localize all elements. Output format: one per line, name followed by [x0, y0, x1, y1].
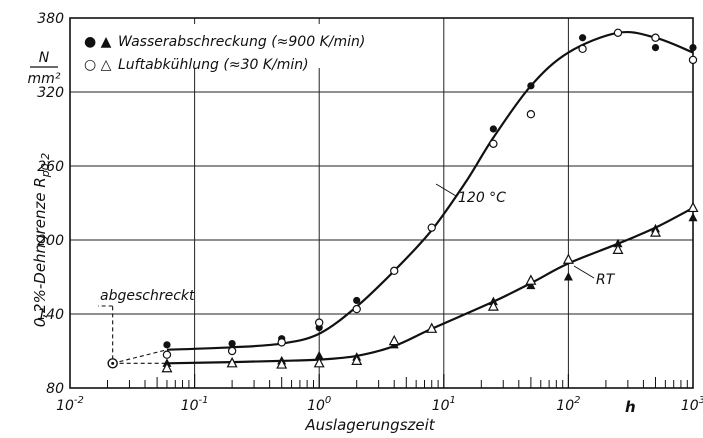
grid — [70, 18, 693, 388]
annotation-rt: RT — [596, 272, 616, 288]
point-filled-circle — [527, 82, 535, 90]
x-tick-labels: 10-2 10-1 100 101 102 103 — [56, 395, 703, 414]
x-tick-label: 103 — [681, 395, 703, 414]
point-open-circle — [277, 338, 286, 347]
point-filled-triangle — [563, 272, 573, 281]
annotation-120c: 120 °C — [458, 190, 506, 206]
y-axis-label-main: 0,2%-Dehngrenze R — [31, 177, 49, 327]
point-open-triangle — [313, 357, 325, 368]
y-axis-label: 0,2%-Dehngrenze Rp0,2 — [31, 153, 52, 328]
point-open-circle — [489, 139, 498, 148]
point-open-circle — [227, 346, 237, 356]
point-open-triangle — [687, 201, 699, 213]
point-filled-circle — [578, 34, 587, 42]
legend-symbols-1: ○ △ — [84, 57, 112, 73]
legend-label-1: Luftabkühlung (≈30 K/min) — [118, 57, 309, 73]
y-tick-label: 380 — [37, 11, 64, 27]
x-unit-label: h — [625, 398, 636, 416]
y-unit: N mm² — [28, 50, 61, 87]
point-open-circle — [651, 33, 660, 42]
y-tick-label: 140 — [37, 307, 64, 323]
point-open-circle — [427, 223, 436, 232]
point-open-triangle — [426, 322, 438, 333]
point-open-circle — [315, 318, 324, 327]
point-filled-triangle — [314, 350, 324, 360]
point-open-triangle — [226, 357, 238, 368]
legend: ● ▲ Wasserabschreckung (≈900 K/min) ○ △ … — [76, 24, 365, 73]
minor-ticks — [69, 374, 694, 388]
point-open-circle — [578, 44, 587, 54]
point-filled-triangle — [526, 280, 536, 290]
x-tick-label: 10-2 — [56, 395, 84, 414]
point-open-triangle — [351, 354, 363, 365]
point-open-triangle — [388, 334, 400, 346]
point-open-triangle — [487, 300, 499, 311]
point-filled-circle — [651, 44, 660, 52]
legend-symbols-0: ● ▲ — [84, 34, 112, 50]
point-filled-circle — [489, 125, 497, 133]
annotation-120c-leader — [435, 183, 457, 197]
y-unit-numerator: N — [39, 50, 50, 66]
legend-label-0: Wasserabschreckung (≈900 K/min) — [118, 34, 365, 50]
point-open-triangle — [276, 358, 288, 369]
legend-background — [76, 24, 344, 68]
y-unit-denominator: mm² — [28, 71, 61, 87]
point-filled-circle — [163, 341, 171, 349]
point-open-circle — [162, 350, 172, 359]
svg-text:0,2%-Dehngrenze Rp0,2: 0,2%-Dehngrenze Rp0,2 — [31, 153, 52, 328]
point-open-circle — [613, 28, 623, 37]
x-tick-label: 10-1 — [181, 395, 209, 414]
x-tick-label: 101 — [432, 395, 456, 414]
point-open-triangle — [612, 243, 624, 254]
plot-frame — [69, 17, 694, 389]
point-open-triangle — [161, 361, 173, 373]
quenched-marker — [98, 305, 118, 369]
quenched-point-center — [111, 361, 115, 365]
x-tick-label: 100 — [307, 395, 331, 414]
y-tick-labels: 80 140 200 260 320 380 — [37, 11, 64, 397]
point-open-triangle — [562, 253, 574, 264]
point-open-circle — [352, 304, 361, 314]
x-axis-label: Auslagerungszeit — [304, 416, 435, 434]
point-open-circle — [526, 109, 536, 119]
point-filled-circle — [228, 340, 236, 348]
annotation-quenched: abgeschreckt — [100, 288, 195, 304]
point-filled-triangle — [688, 212, 698, 222]
point-open-circle — [390, 266, 399, 276]
point-open-triangle — [525, 274, 537, 285]
data-points — [161, 28, 699, 373]
point-filled-circle — [353, 296, 361, 305]
y-tick-label: 200 — [37, 233, 64, 249]
point-open-circle — [688, 55, 698, 65]
quench-connector — [112, 349, 168, 364]
annotation-rt-leader — [573, 265, 595, 279]
x-tick-label: 102 — [556, 395, 580, 414]
y-axis-label-sub: p0,2 — [39, 153, 52, 178]
point-filled-triangle — [613, 238, 623, 248]
point-filled-circle — [689, 44, 697, 52]
y-tick-label: 320 — [37, 85, 64, 101]
y-tick-label: 80 — [46, 381, 64, 397]
fit-curve-curve_120 — [166, 30, 694, 351]
y-tick-label: 260 — [37, 159, 64, 175]
point-open-triangle — [649, 226, 661, 237]
